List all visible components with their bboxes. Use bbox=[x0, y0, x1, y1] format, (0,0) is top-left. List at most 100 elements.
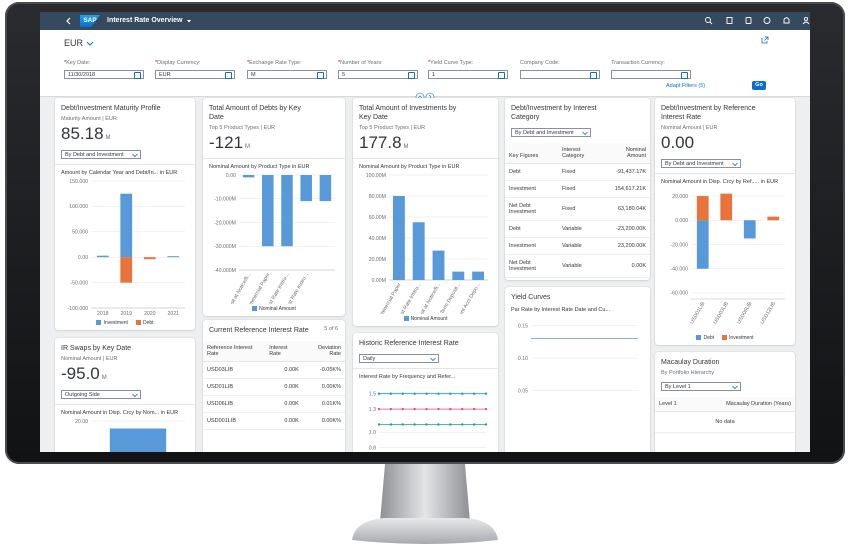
dropdown[interactable]: Outgoing Side bbox=[61, 390, 141, 399]
legend-item[interactable]: Investment bbox=[96, 320, 128, 326]
chevron bbox=[582, 131, 588, 136]
share-icon[interactable] bbox=[760, 35, 770, 45]
app-title[interactable]: Interest Rate Overview bbox=[107, 17, 183, 24]
table-cell: 0.00K bbox=[265, 378, 303, 396]
column-header: Deviation Rate bbox=[302, 341, 345, 362]
chart-title: Interest Rate by Frequency and Refer... bbox=[359, 374, 456, 380]
bar bbox=[432, 250, 445, 280]
table-row[interactable]: USD03LIB 0.00K -0.05K% bbox=[203, 361, 345, 379]
dropdown[interactable]: By Level 1 bbox=[661, 382, 741, 391]
card[interactable]: Total Amount of Debts by Key Date Top 5 P… bbox=[203, 98, 345, 316]
table-cell: Debt bbox=[505, 220, 558, 238]
adapt-filters[interactable]: Adapt Filters (5) bbox=[666, 83, 706, 89]
legend-item[interactable]: Debt bbox=[135, 320, 154, 326]
y-tick-label: -60.000 bbox=[670, 291, 688, 297]
table-row[interactable]: Investment Variable 23,200.00K bbox=[505, 237, 650, 255]
legend-item[interactable]: Investment bbox=[722, 335, 754, 341]
sap-logo: SAP bbox=[80, 15, 100, 27]
table-cell: Investment bbox=[505, 180, 558, 198]
dropdown-text: Daily bbox=[363, 356, 376, 362]
legend-item[interactable]: Nominal Amount bbox=[403, 316, 447, 322]
dropdown[interactable]: Daily bbox=[359, 354, 439, 363]
card[interactable]: Historic Reference Interest Rate Daily Int… bbox=[353, 333, 498, 452]
help-icon[interactable] bbox=[763, 17, 771, 24]
table: Key Figures Interest Category Nominal Amou… bbox=[505, 143, 650, 278]
table-row[interactable]: Investment Fixed 154,617.21K bbox=[505, 180, 650, 198]
filter-input[interactable]: 1 bbox=[428, 70, 508, 79]
table-cell: Variable bbox=[557, 220, 604, 238]
value-help-icon[interactable] bbox=[134, 72, 141, 79]
table-cell: 0.00K% bbox=[302, 378, 345, 396]
bar bbox=[96, 255, 109, 258]
notifications-icon[interactable] bbox=[783, 17, 790, 24]
table-row[interactable]: Net Debt Investment Variable 0.00K bbox=[505, 254, 650, 278]
filter-input[interactable]: 5 bbox=[338, 70, 418, 79]
currency-switch[interactable]: EUR bbox=[64, 38, 94, 48]
dropdown[interactable]: By Debt and Investment bbox=[511, 128, 591, 137]
value-help-icon[interactable] bbox=[408, 72, 415, 79]
x-tick-label: Deposit at Notice/fi... bbox=[223, 272, 252, 304]
user-icon[interactable] bbox=[802, 16, 810, 25]
table-row[interactable]: Debt Variable -23,200.00K bbox=[505, 220, 650, 238]
table-row[interactable]: USD01LIB 0.00K 0.00K% bbox=[203, 378, 345, 396]
x-tick-label: 2019 bbox=[120, 311, 132, 317]
bar bbox=[167, 256, 180, 258]
table-cell: 0.00K bbox=[265, 395, 303, 413]
card[interactable]: IR Swaps by Key Date Nominal Amount | EUR… bbox=[55, 338, 195, 452]
chart: 20.000 0.000 -20.000 -40.000 -60.000USD01LIB… bbox=[670, 193, 785, 326]
value-help-icon[interactable] bbox=[317, 72, 324, 79]
back-button[interactable] bbox=[64, 12, 74, 30]
card[interactable]: Debt/Investment Maturity Profile Maturity… bbox=[55, 98, 195, 330]
card[interactable]: Debt/Investment by Interest Category By D… bbox=[505, 98, 650, 280]
required-mark: * bbox=[155, 60, 158, 66]
divider bbox=[353, 158, 498, 159]
go-button[interactable]: Go bbox=[752, 81, 766, 90]
card[interactable]: Macaulay Duration By Portfolio Hierarchy B… bbox=[655, 352, 795, 452]
search-icon[interactable] bbox=[705, 17, 713, 25]
value-help-icon[interactable] bbox=[225, 72, 232, 79]
chart-area: 20.000 0.000 -20.000 -40.000 -60.000 USD01LIB… bbox=[661, 185, 789, 333]
kpi-unit: M bbox=[245, 144, 251, 150]
table-row[interactable]: Net Debt Investment Fixed 63,180.04K bbox=[505, 197, 650, 221]
dropdown[interactable]: By Debt and Investment bbox=[661, 159, 741, 168]
value-help-icon[interactable] bbox=[681, 72, 688, 79]
card[interactable]: Total Amount of Investments by Key Date T… bbox=[353, 98, 498, 326]
dropdown[interactable]: By Debt and Investment bbox=[61, 150, 141, 159]
shell-actions bbox=[705, 16, 810, 25]
x-tick-label: 2021 bbox=[167, 311, 179, 317]
table-row[interactable]: USD06LIB 0.00K 0.01K% bbox=[203, 395, 345, 413]
bar bbox=[743, 220, 756, 239]
chevron bbox=[86, 41, 93, 46]
card[interactable]: Yield Curves Par Rate by Interest Rate Da… bbox=[505, 287, 650, 452]
filter-input[interactable]: M bbox=[247, 70, 327, 79]
filter-label-text: Number of Years: bbox=[340, 60, 383, 66]
x-tick-label: Commercial Paper bbox=[376, 282, 403, 314]
y-tick-label: -100.000 bbox=[68, 306, 89, 312]
card[interactable]: Current Reference Interest Rate 5 of 6 Ref… bbox=[203, 320, 345, 452]
kpi-value: 85.18 bbox=[61, 124, 104, 143]
bar bbox=[143, 257, 156, 260]
value-help-icon[interactable] bbox=[590, 72, 597, 79]
legend-item[interactable]: Debt bbox=[696, 335, 714, 341]
filter-input[interactable] bbox=[520, 70, 600, 79]
copilot-icon[interactable] bbox=[745, 17, 752, 24]
title-menu-arrow[interactable] bbox=[186, 12, 194, 30]
card-subtitle: By Portfolio Hierarchy bbox=[661, 370, 715, 376]
dropdown-text: By Level 1 bbox=[665, 384, 691, 390]
x-tick-label: USD03LIB bbox=[713, 301, 731, 326]
chart-area: 0.15 0.10 0.05 bbox=[511, 313, 644, 452]
y-tick-label: 0.10 bbox=[518, 356, 528, 362]
filter-input[interactable] bbox=[611, 70, 691, 79]
table-row[interactable]: Debt Fixed -91,437.17K bbox=[505, 163, 650, 181]
filter-input[interactable]: EUR bbox=[155, 70, 235, 79]
legend-item[interactable]: Nominal Amount bbox=[252, 306, 296, 312]
card[interactable]: Debt/Investment by Reference Interest Ra… bbox=[655, 98, 795, 345]
chevron bbox=[732, 385, 738, 390]
table-row[interactable]: USD001LIB 0.00K 0.00K% bbox=[203, 412, 345, 430]
notes-icon[interactable] bbox=[726, 17, 733, 24]
bar bbox=[319, 175, 332, 202]
value-help-icon[interactable] bbox=[498, 72, 505, 79]
filter-input[interactable]: 11/30/2018 bbox=[64, 70, 144, 79]
table-cell: USD03LIB bbox=[203, 361, 266, 379]
kpi-value: -121 bbox=[209, 133, 244, 152]
